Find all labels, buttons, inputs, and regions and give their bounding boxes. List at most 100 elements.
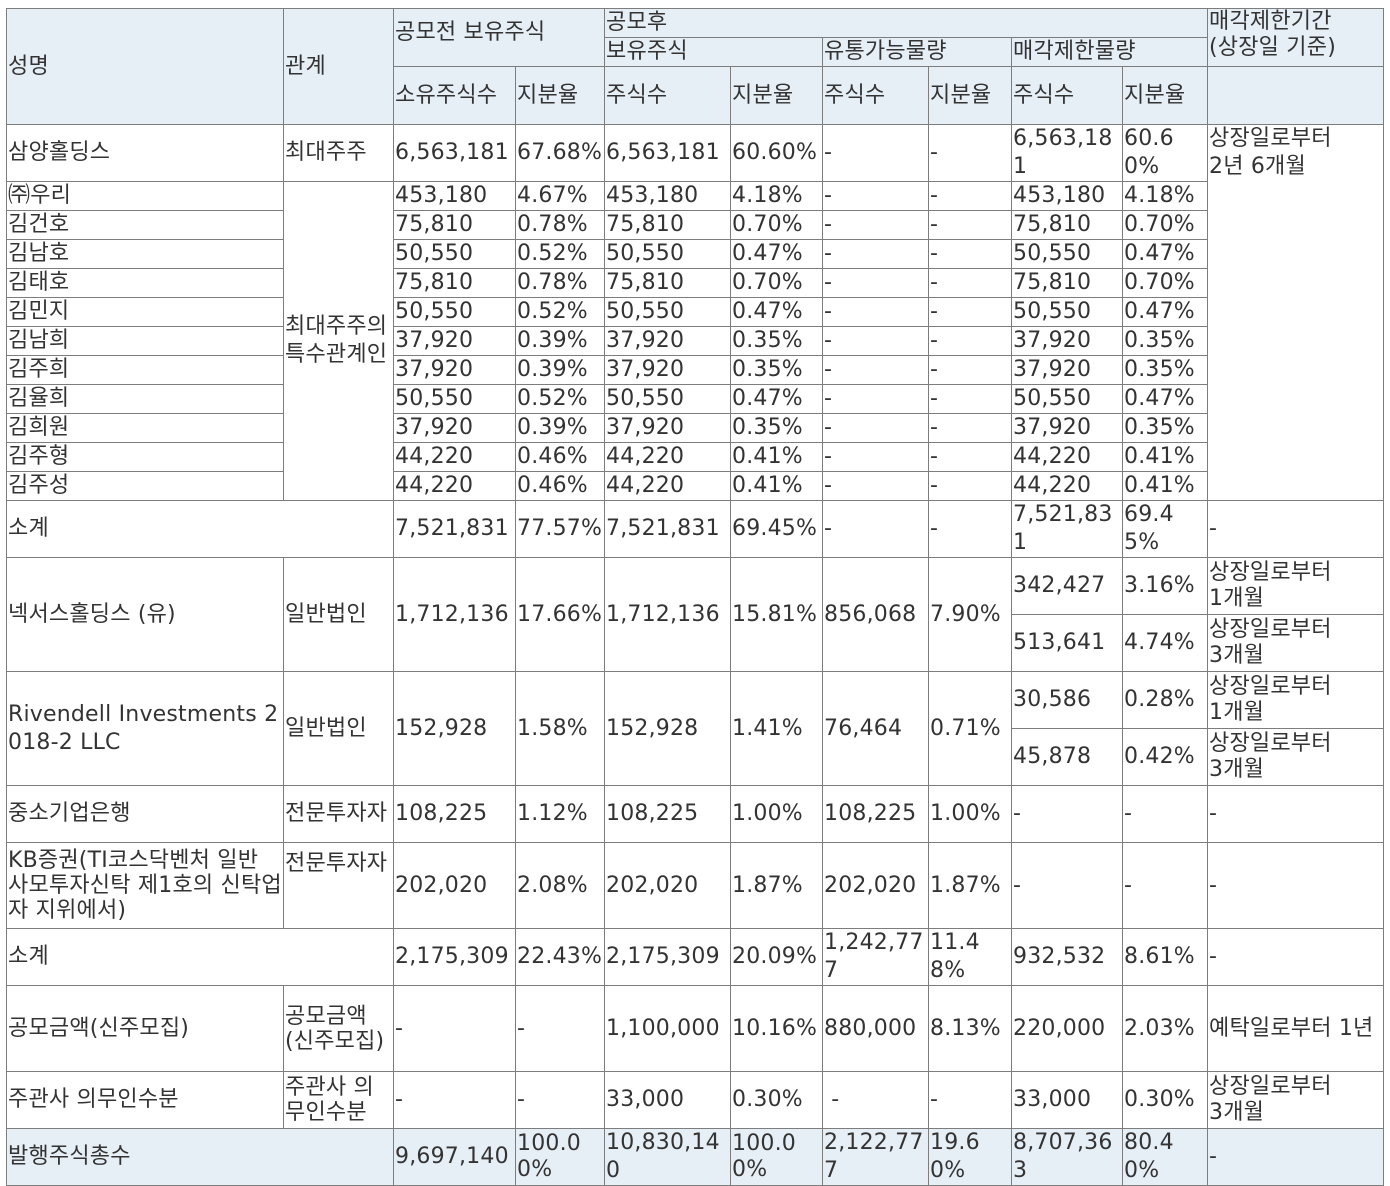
header-post-ipo: 공모후 <box>603 8 1209 38</box>
cell-value: 37,920 <box>604 326 731 356</box>
cell-value: 45,878 <box>1011 728 1123 786</box>
table-row: 김건호 75,810 0.78% 75,810 0.70% - - 75,810… <box>6 210 1384 240</box>
cell-relation: 최대주주 <box>283 124 394 182</box>
cell-value: - <box>928 124 1012 182</box>
cell-value: 75,810 <box>393 210 516 240</box>
cell-value: 0.46% <box>515 471 605 501</box>
header-owned-shares: 소유주식수 <box>393 66 516 125</box>
table-row: 김율희 50,550 0.52% 50,550 0.47% - - 50,550… <box>6 384 1384 414</box>
cell-value: 453,180 <box>393 181 516 211</box>
cell-lockup: 상장일로부터 1개월 <box>1207 671 1385 729</box>
cell-value: 77.57% <box>515 500 605 558</box>
cell-value: 0.28% <box>1121 671 1209 729</box>
cell-value: 0.47% <box>730 384 823 414</box>
cell-value: - <box>928 355 1012 385</box>
cell-name: 김남희 <box>6 326 284 356</box>
cell-value: 108,225 <box>822 785 929 843</box>
cell-value: 0.47% <box>1121 384 1209 414</box>
cell-value: 0.70% <box>730 210 823 240</box>
cell-value: 4.18% <box>730 181 823 211</box>
cell-value: 37,920 <box>1011 326 1123 356</box>
cell-value: 0.30% <box>730 1071 823 1129</box>
cell-value: 37,920 <box>393 326 516 356</box>
cell-value: 880,000 <box>822 985 929 1072</box>
header-lockup-blank <box>1207 66 1385 125</box>
table-row: 삼양홀딩스 최대주주 6,563,181 67.68% 6,563,181 60… <box>6 124 1385 501</box>
cell-lockup: 상장일로부터 3개월 <box>1207 1071 1385 1129</box>
subtotal-row: 소계 2,175,309 22.43% 2,175,309 20.09% 1,2… <box>6 928 1385 986</box>
cell-value: 69.45% <box>730 500 823 558</box>
cell-value: 0.78% <box>515 210 605 240</box>
cell-value: 0.41% <box>1121 442 1209 472</box>
table-row: 김남호 50,550 0.52% 50,550 0.47% - - 50,550… <box>6 239 1384 269</box>
cell-value: 8.13% <box>928 985 1012 1072</box>
cell-name: KB증권(TI코스닥벤처 일반 사모투자신탁 제1호의 신탁업자 지위에서) <box>6 842 284 929</box>
cell-value: 7,521,831 <box>1011 500 1123 558</box>
cell-value: 0.35% <box>730 326 823 356</box>
cell-value: 0.41% <box>730 471 823 501</box>
cell-value: 932,532 <box>1011 928 1123 986</box>
cell-value: 0.47% <box>730 239 823 269</box>
cell-value: 100.00% <box>515 1128 605 1186</box>
cell-value: 37,920 <box>604 413 731 443</box>
cell-value: 80.40% <box>1121 1128 1209 1186</box>
cell-value: 2,175,309 <box>604 928 731 986</box>
cell-value: 0.39% <box>515 326 605 356</box>
cell-value: 50,550 <box>393 384 516 414</box>
header-relation: 관계 <box>283 8 394 125</box>
cell-value: 1.87% <box>928 842 1012 929</box>
cell-value: 453,180 <box>1011 181 1123 211</box>
cell-value: - <box>822 1071 929 1129</box>
table-row: 넥서스홀딩스 (유) 일반법인 1,712,136 17.66% 1,712,1… <box>6 557 1385 672</box>
header-ratio: 지분율 <box>515 66 605 125</box>
cell-value: 0.35% <box>730 413 823 443</box>
cell-value: 50,550 <box>1011 239 1123 269</box>
cell-value: - <box>928 210 1012 240</box>
cell-value: - <box>1011 785 1123 843</box>
cell-value: 33,000 <box>1011 1071 1123 1129</box>
cell-value: 60.60% <box>730 124 823 182</box>
cell-value: 4.18% <box>1121 181 1209 211</box>
header-ratio: 지분율 <box>730 66 823 125</box>
cell-relation: 공모금액(신주모집) <box>283 985 394 1072</box>
cell-value: 0.70% <box>730 268 823 298</box>
cell-value: 1,100,000 <box>604 985 731 1072</box>
cell-value: 50,550 <box>393 239 516 269</box>
cell-value: - <box>928 239 1012 269</box>
cell-value: - <box>822 210 929 240</box>
cell-value: 37,920 <box>1011 355 1123 385</box>
header-shares: 주식수 <box>822 66 929 125</box>
cell-value: 7,521,831 <box>393 500 516 558</box>
cell-name: 김남호 <box>6 239 284 269</box>
cell-value: 75,810 <box>604 268 731 298</box>
cell-lockup: 예탁일로부터 1년 <box>1207 985 1385 1072</box>
cell-lockup: - <box>1207 928 1385 986</box>
cell-value: 0.35% <box>1121 355 1209 385</box>
cell-relation: 전문투자자 <box>283 785 394 843</box>
cell-value: 0.70% <box>1121 268 1209 298</box>
cell-value: - <box>822 326 929 356</box>
cell-value: 50,550 <box>604 384 731 414</box>
cell-value: 2,122,777 <box>822 1128 929 1186</box>
cell-value: - <box>928 384 1012 414</box>
cell-value: 202,020 <box>604 842 731 929</box>
cell-value: 37,920 <box>604 355 731 385</box>
cell-value: - <box>822 442 929 472</box>
cell-value: 108,225 <box>604 785 731 843</box>
cell-relation: 일반법인 <box>283 557 394 672</box>
cell-value: - <box>822 124 929 182</box>
table-row: 공모금액(신주모집) 공모금액(신주모집) - - 1,100,000 10.1… <box>6 985 1385 1072</box>
cell-lockup: - <box>1207 785 1385 843</box>
cell-value: 33,000 <box>604 1071 731 1129</box>
cell-value: 67.68% <box>515 124 605 182</box>
cell-value: 6,563,181 <box>1011 124 1123 182</box>
cell-value: - <box>928 326 1012 356</box>
cell-value: 44,220 <box>604 442 731 472</box>
cell-value: 1.41% <box>730 671 823 786</box>
table-row: ㈜우리 최대주주의 특수관계인 453,180 4.67% 453,180 4.… <box>6 181 1384 501</box>
cell-value: 1.12% <box>515 785 605 843</box>
header-name: 성명 <box>6 8 284 125</box>
cell-value: - <box>1011 842 1123 929</box>
cell-value: 19.60% <box>928 1128 1012 1186</box>
cell-value: 0.30% <box>1121 1071 1209 1129</box>
